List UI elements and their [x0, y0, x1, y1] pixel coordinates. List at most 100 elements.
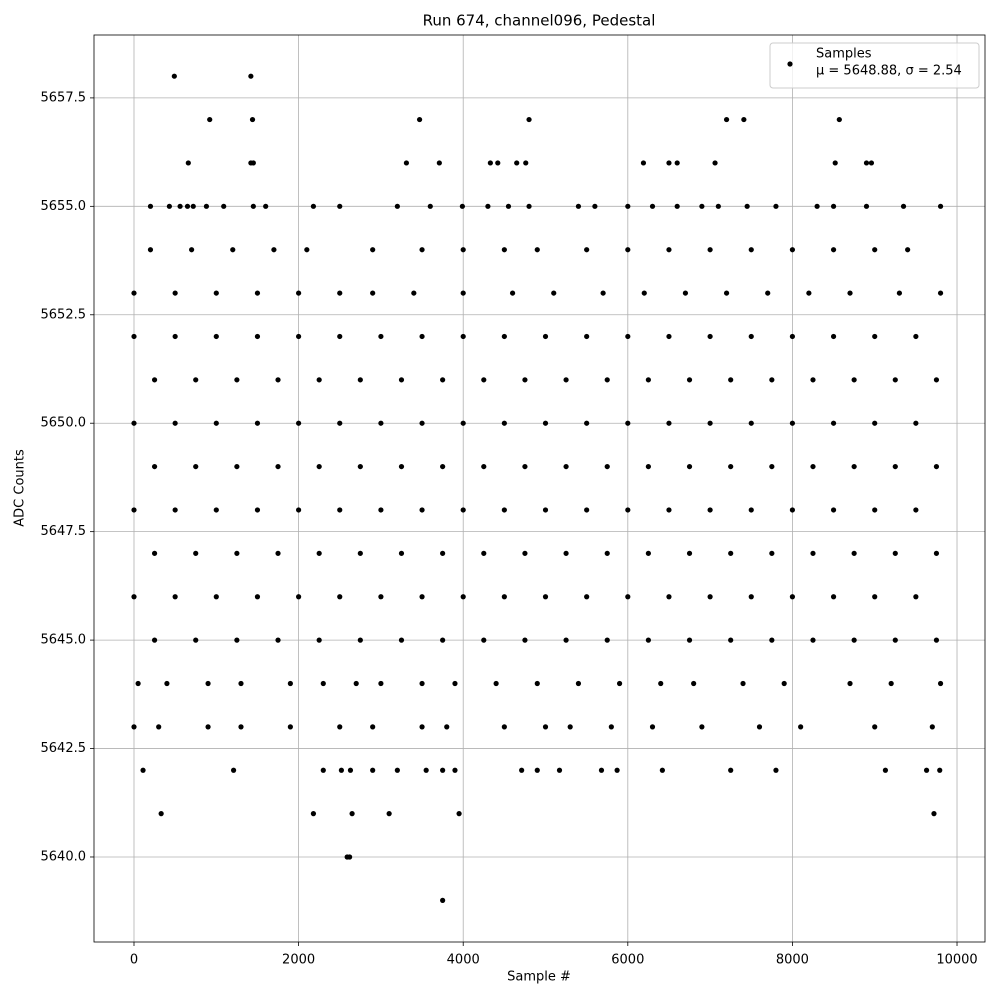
point: [851, 550, 857, 556]
x-axis-label: Sample #: [507, 970, 571, 985]
point: [686, 377, 693, 383]
point: [830, 333, 837, 340]
point: [394, 203, 400, 209]
point: [287, 680, 293, 687]
point: [640, 160, 647, 166]
point: [836, 116, 842, 123]
point: [584, 507, 590, 513]
point: [592, 203, 598, 209]
point: [337, 290, 343, 296]
point: [131, 594, 137, 600]
point: [551, 290, 557, 296]
point: [806, 290, 812, 296]
point: [937, 680, 944, 687]
point: [872, 247, 878, 253]
point: [398, 463, 405, 470]
point: [625, 420, 631, 426]
point: [830, 507, 837, 513]
point: [913, 594, 919, 600]
point: [851, 637, 857, 643]
point: [872, 420, 878, 426]
point: [645, 377, 651, 383]
point: [769, 550, 775, 556]
y-tick-label: 5640.0: [41, 849, 87, 864]
point: [378, 594, 384, 600]
point: [744, 203, 750, 209]
point: [221, 203, 227, 209]
point: [316, 550, 322, 556]
point: [419, 724, 425, 730]
point: [686, 463, 693, 470]
legend-box: [769, 42, 980, 89]
point: [691, 680, 697, 687]
point: [584, 594, 590, 600]
point: [177, 203, 183, 209]
point: [509, 290, 516, 296]
point: [645, 550, 651, 556]
point: [349, 811, 355, 817]
point: [798, 724, 804, 730]
point: [741, 116, 747, 123]
point: [598, 767, 605, 773]
point: [682, 290, 689, 296]
point: [542, 724, 549, 730]
point: [370, 247, 376, 253]
point: [296, 290, 302, 296]
point: [789, 420, 796, 426]
point: [131, 333, 137, 340]
point: [674, 160, 680, 166]
point: [172, 420, 178, 426]
point: [440, 377, 446, 383]
point: [189, 247, 195, 253]
point: [923, 767, 930, 773]
point: [728, 463, 734, 470]
point: [378, 333, 384, 340]
point: [172, 594, 178, 600]
point: [534, 680, 540, 687]
point: [419, 594, 425, 600]
point: [872, 507, 878, 513]
point: [830, 203, 837, 209]
point: [868, 160, 875, 166]
point: [505, 203, 512, 209]
point: [501, 247, 507, 253]
point: [659, 767, 665, 773]
point: [542, 333, 549, 340]
point: [937, 203, 944, 209]
point: [337, 203, 343, 209]
point: [501, 420, 507, 426]
point: [830, 247, 837, 253]
point: [166, 203, 172, 209]
point: [316, 463, 322, 470]
point: [584, 247, 590, 253]
point: [674, 203, 680, 209]
point: [254, 290, 261, 296]
point: [863, 203, 870, 209]
point: [699, 724, 705, 730]
point: [172, 290, 178, 296]
point: [337, 594, 343, 600]
point: [440, 897, 446, 903]
point: [481, 550, 487, 556]
point: [728, 637, 734, 643]
point: [781, 680, 787, 687]
point: [649, 724, 656, 730]
point: [625, 507, 631, 513]
point: [526, 116, 532, 123]
point: [275, 550, 281, 556]
point: [765, 290, 771, 296]
point: [526, 203, 532, 209]
point: [386, 811, 392, 817]
point: [937, 767, 943, 773]
point: [882, 767, 889, 773]
point: [460, 247, 466, 253]
point: [892, 637, 898, 643]
point: [501, 594, 507, 600]
point: [316, 377, 322, 383]
point: [370, 290, 376, 296]
point: [394, 767, 400, 773]
point: [172, 333, 178, 340]
point: [403, 160, 410, 166]
point: [275, 463, 281, 470]
